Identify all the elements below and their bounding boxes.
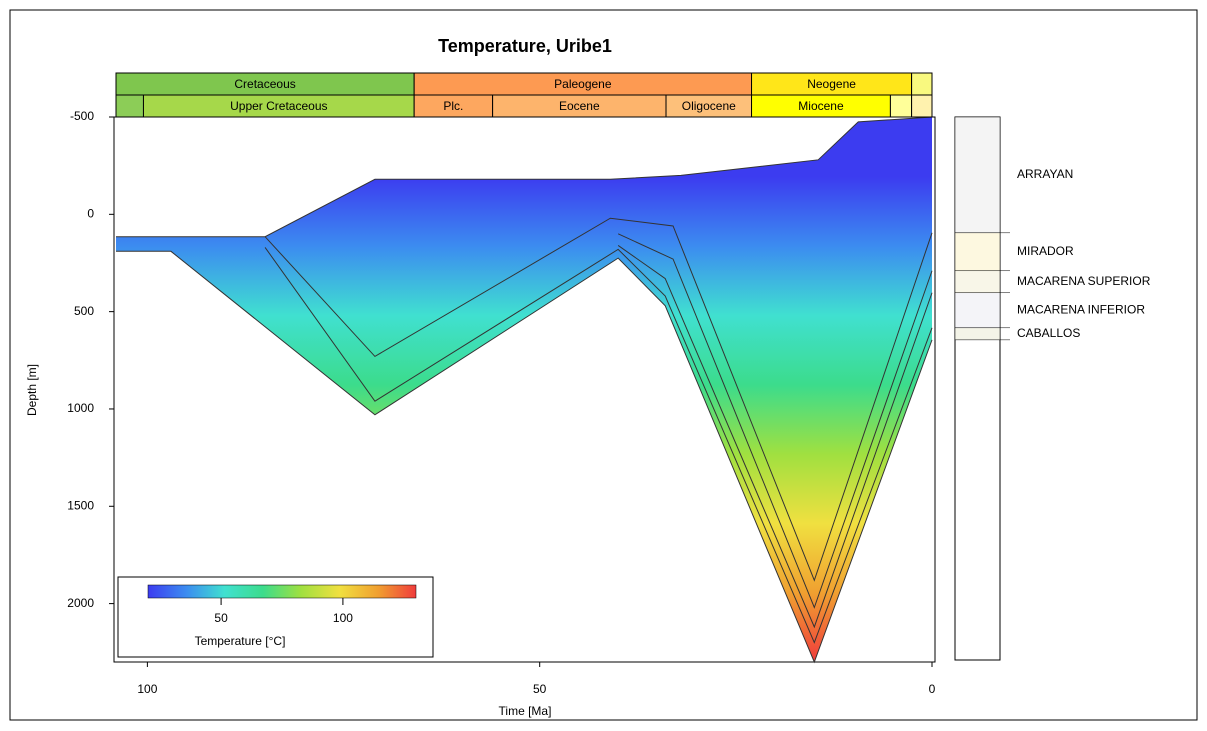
formation-label: CABALLOS xyxy=(1017,326,1080,340)
formation xyxy=(954,292,1001,329)
y-axis-label: Depth [m] xyxy=(25,364,39,416)
x-tick-label: 100 xyxy=(137,682,157,696)
formation xyxy=(954,116,1001,234)
epochs-band xyxy=(889,94,913,118)
horizon-line xyxy=(264,247,933,644)
x-tick-label: 50 xyxy=(533,682,547,696)
periods-band xyxy=(911,72,933,96)
y-tick-label: 1500 xyxy=(67,498,94,512)
periods-label: Cretaceous xyxy=(234,77,295,91)
colorbar-label: Temperature [°C] xyxy=(195,634,286,648)
periods-label: Paleogene xyxy=(554,77,612,91)
epochs-band xyxy=(911,94,933,118)
colorbar xyxy=(147,584,417,599)
horizon-line xyxy=(116,250,933,664)
epochs-label: Eocene xyxy=(559,99,600,113)
y-tick-label: 500 xyxy=(74,304,94,318)
x-tick-label: 0 xyxy=(929,682,936,696)
formation-label: MACARENA INFERIOR xyxy=(1017,302,1145,316)
epochs-label: Oligocene xyxy=(682,99,736,113)
formation-label: MIRADOR xyxy=(1017,244,1074,258)
chart-title: Temperature, Uribe1 xyxy=(438,36,612,56)
epochs-label: Upper Cretaceous xyxy=(230,99,327,113)
periods-label: Neogene xyxy=(807,77,856,91)
horizon-line xyxy=(116,116,933,238)
formation-label: MACARENA SUPERIOR xyxy=(1017,274,1151,288)
y-tick-label: 2000 xyxy=(67,596,94,610)
formation xyxy=(954,270,1001,294)
temperature-fill xyxy=(116,117,932,662)
formation xyxy=(954,232,1001,272)
horizon-line xyxy=(617,245,933,629)
formation xyxy=(954,327,1001,341)
colorbar-tick-label: 100 xyxy=(333,611,353,625)
epochs-label: Plc. xyxy=(443,99,463,113)
epochs-band xyxy=(115,94,144,118)
y-tick-label: 1000 xyxy=(67,401,94,415)
horizon-line xyxy=(617,233,933,609)
y-tick-label: -500 xyxy=(70,109,94,123)
epochs-label: Miocene xyxy=(798,99,844,113)
colorbar-tick-label: 50 xyxy=(214,611,228,625)
formation-label: ARRAYAN xyxy=(1017,167,1073,181)
horizon-line xyxy=(264,217,933,582)
y-tick-label: 0 xyxy=(87,206,94,220)
x-axis-label: Time [Ma] xyxy=(499,704,552,718)
